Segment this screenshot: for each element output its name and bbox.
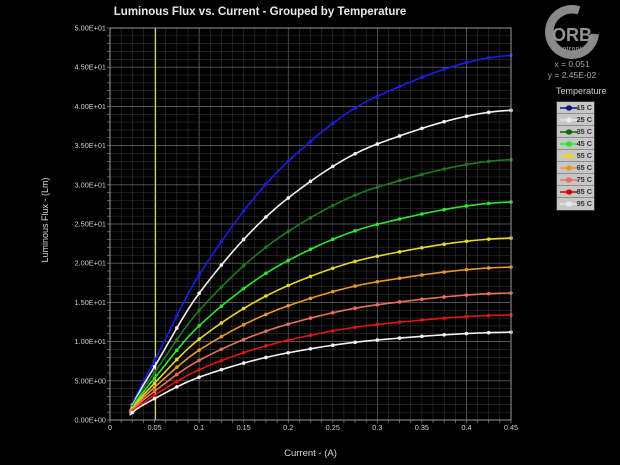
svg-text:x = 0.051: x = 0.051 xyxy=(554,59,589,69)
svg-text:optronix: optronix xyxy=(558,46,586,53)
svg-text:ORB: ORB xyxy=(552,25,592,45)
svg-text:y = 2.45E-02: y = 2.45E-02 xyxy=(548,70,597,80)
